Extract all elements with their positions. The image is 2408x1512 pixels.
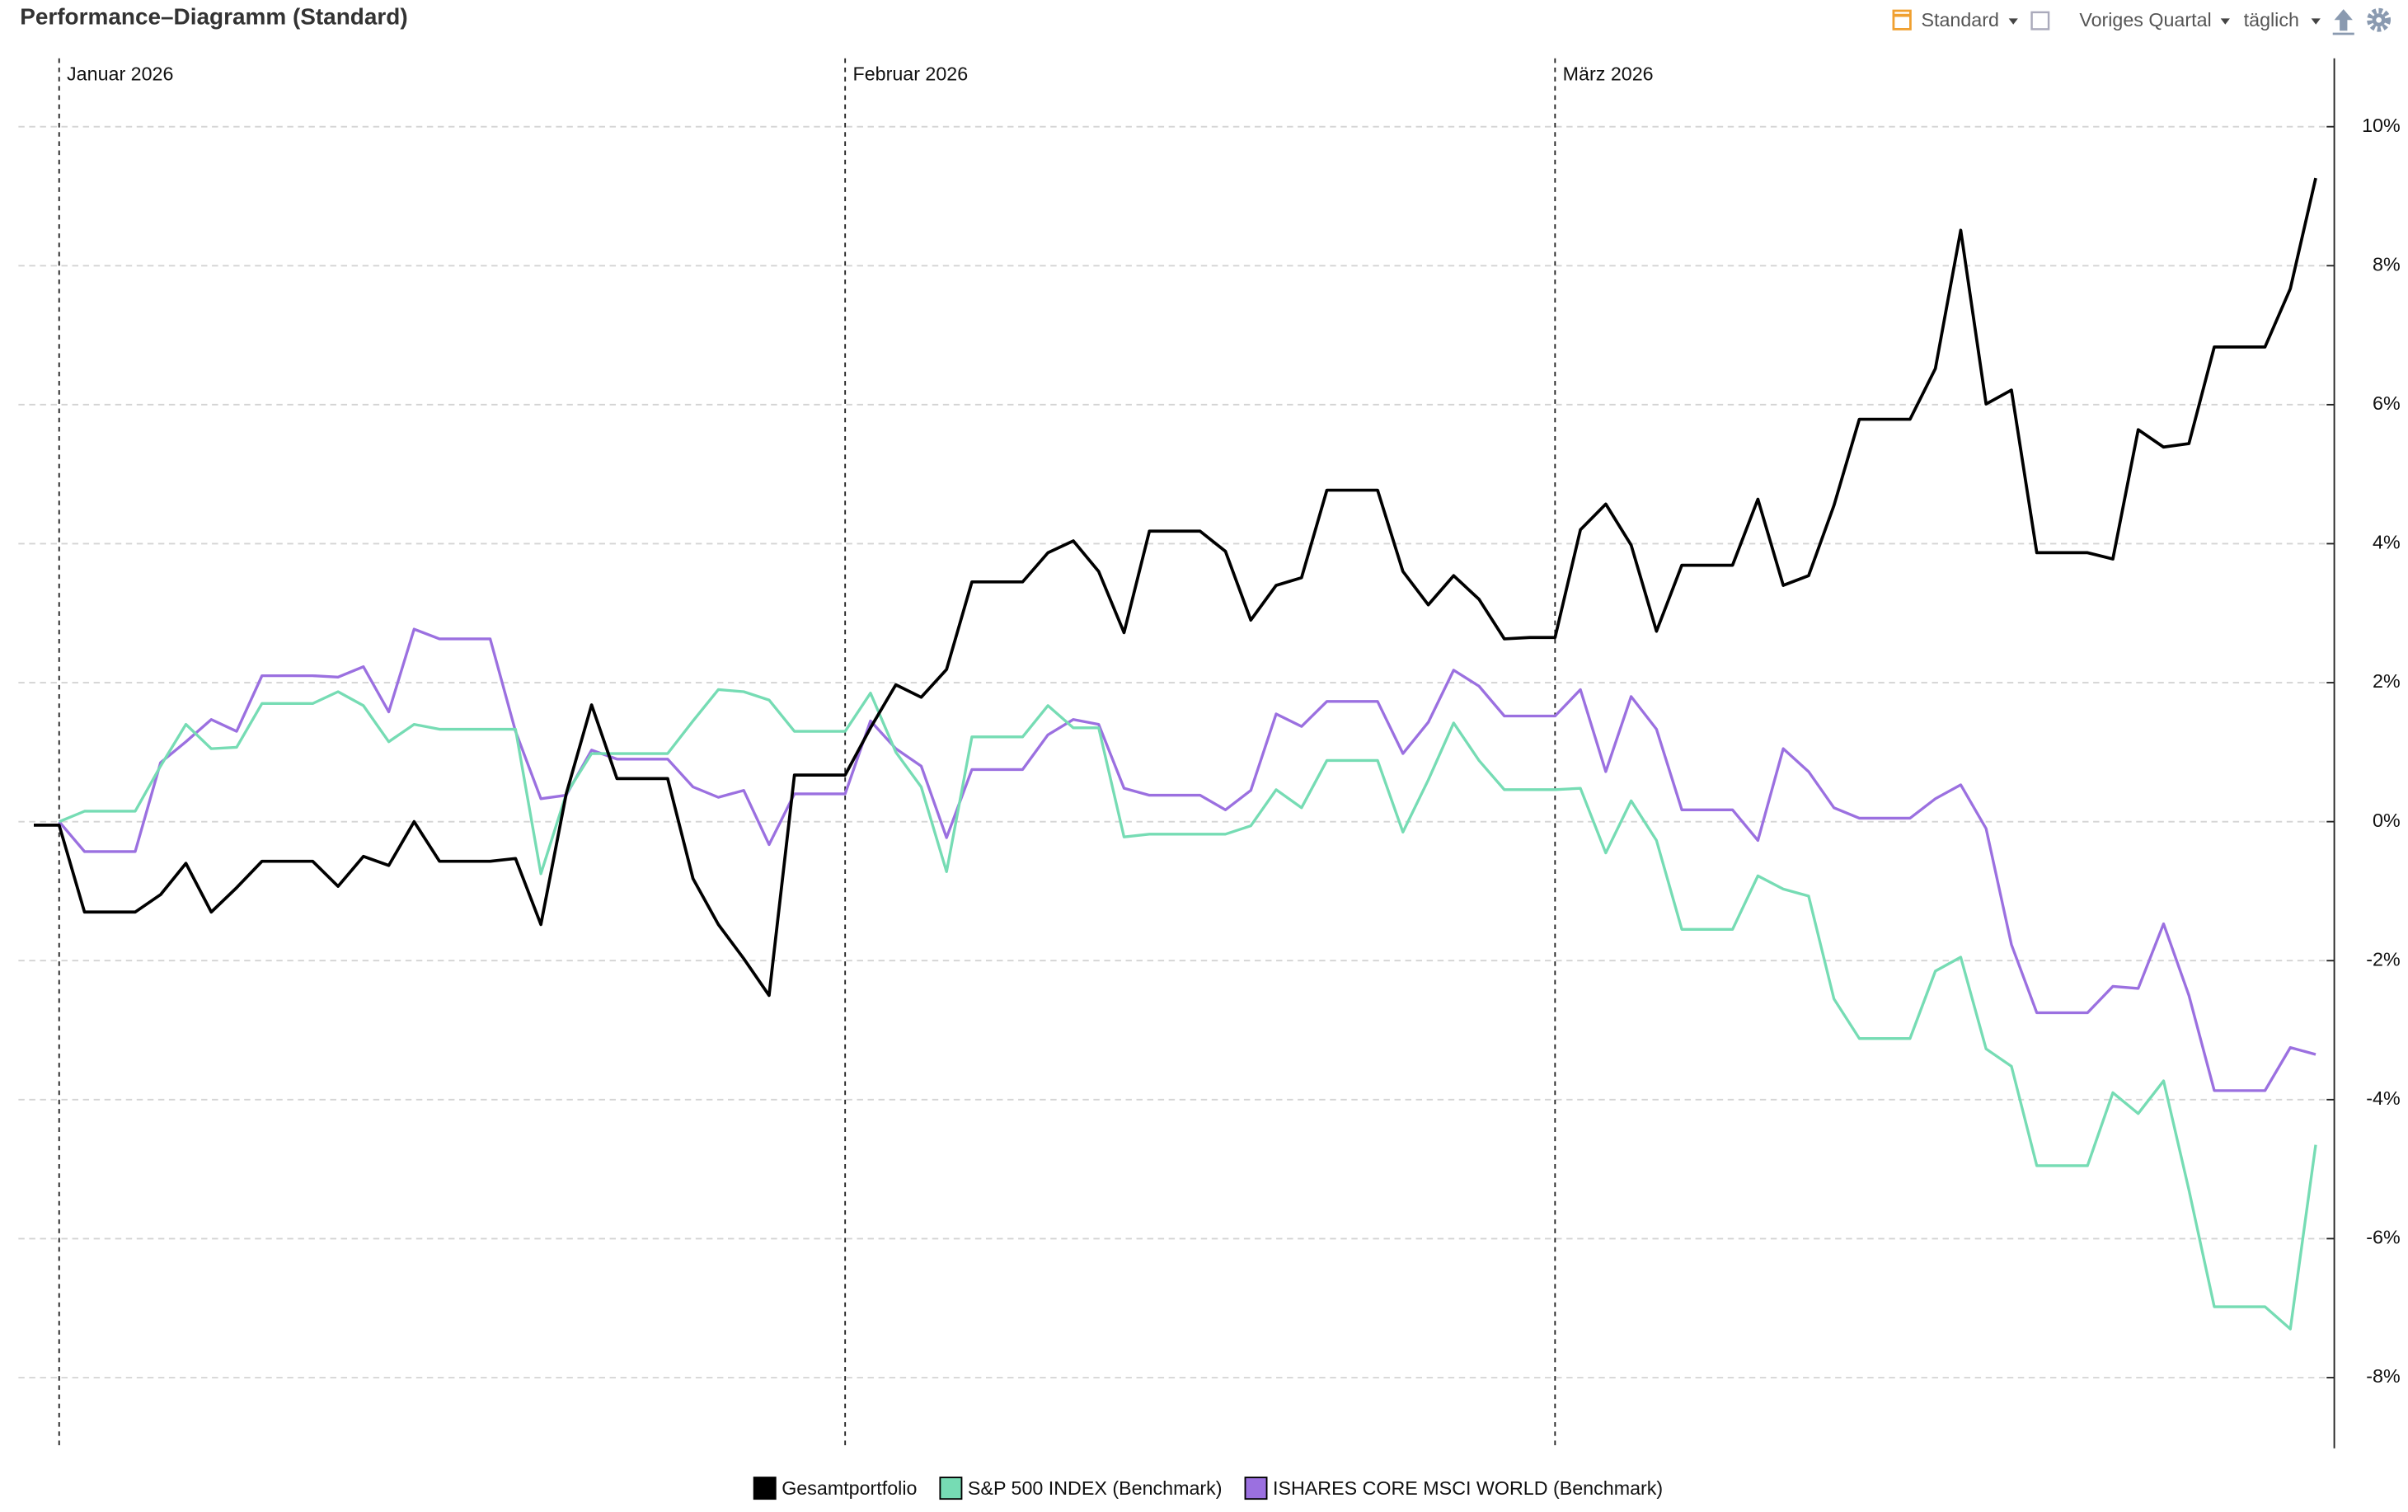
legend-swatch (1244, 1477, 1268, 1500)
add-window-icon[interactable] (2030, 11, 2050, 31)
month-label: Februar 2026 (852, 63, 968, 84)
series-line (33, 177, 2317, 998)
y-tick-label: 0% (2373, 810, 2401, 831)
y-tick-label: -2% (2366, 948, 2400, 970)
y-tick-label: -4% (2366, 1087, 2400, 1109)
month-label: März 2026 (1563, 63, 1654, 84)
series-line (58, 627, 2316, 1092)
y-tick-label: 4% (2373, 532, 2401, 553)
legend-swatch (753, 1477, 777, 1500)
legend-label: Gesamtportfolio (782, 1477, 917, 1499)
preset-select[interactable]: Standard (1921, 9, 1998, 31)
dropdown-arrow[interactable] (2311, 18, 2321, 25)
export-icon[interactable] (2334, 9, 2353, 31)
legend-label: ISHARES CORE MSCI WORLD (Benchmark) (1273, 1477, 1663, 1499)
y-tick-label: -6% (2366, 1227, 2400, 1248)
settings-icon-hole (2376, 16, 2382, 23)
series-line (59, 688, 2317, 1331)
month-label: Januar 2026 (67, 63, 173, 84)
settings-icon[interactable] (2367, 7, 2392, 32)
toolbar: Standard Voriges Quartal täglich (1892, 7, 2392, 35)
dropdown-arrow[interactable] (2008, 18, 2018, 25)
chart-title: Performance–Diagramm (Standard) (20, 4, 407, 30)
y-tick-label: 8% (2373, 253, 2401, 275)
calendar-icon[interactable] (1892, 9, 1912, 31)
legend-swatch (939, 1477, 963, 1500)
y-tick-label: -8% (2366, 1365, 2400, 1387)
y-tick-label: 2% (2373, 670, 2401, 692)
y-tick-label: 6% (2373, 392, 2401, 414)
legend: Gesamtportfolio S&P 500 INDEX (Benchmark)… (753, 1477, 1663, 1500)
interval-select[interactable]: täglich (2244, 9, 2299, 31)
dropdown-arrow[interactable] (2220, 18, 2230, 25)
period-select[interactable]: Voriges Quartal (2079, 9, 2211, 31)
legend-label: S&P 500 INDEX (Benchmark) (968, 1477, 1223, 1499)
y-tick-label: 10% (2362, 115, 2401, 136)
